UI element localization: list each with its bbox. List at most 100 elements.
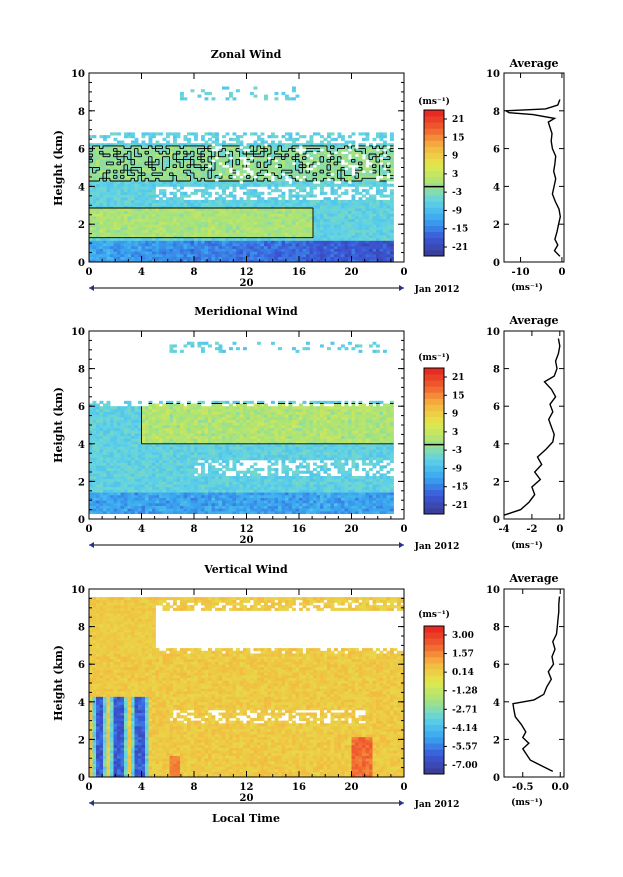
heatmap-cell — [359, 503, 363, 506]
heatmap-cell — [327, 498, 331, 501]
heatmap-cell — [268, 508, 272, 511]
heatmap-cell — [366, 235, 370, 238]
heatmap-cell — [187, 495, 191, 498]
heatmap-cell — [163, 181, 167, 184]
heatmap-cell — [152, 508, 156, 511]
heatmap-cell — [324, 203, 328, 206]
heatmap-cell — [117, 165, 121, 168]
heatmap-cell — [156, 495, 160, 498]
heatmap-cell — [257, 184, 261, 187]
heatmap-cell — [240, 257, 244, 260]
heatmap-cell — [215, 181, 219, 184]
heatmap-cell — [306, 173, 310, 176]
heatmap-cell — [324, 484, 328, 487]
heatmap-cell — [345, 208, 349, 211]
heatmap-cell — [173, 208, 177, 211]
heatmap-cell — [187, 200, 191, 203]
heatmap-cell — [243, 200, 247, 203]
heatmap-cell — [264, 222, 268, 225]
heatmap-cell — [282, 92, 286, 95]
heatmap-cell — [390, 168, 394, 171]
heatmap-cell — [166, 135, 170, 138]
average-profile-line — [506, 100, 560, 257]
heatmap-cell — [219, 246, 223, 249]
heatmap-cell — [208, 511, 212, 514]
heatmap-cell — [177, 243, 181, 246]
heatmap-cell — [310, 138, 314, 141]
heatmap-cell — [359, 222, 363, 225]
heatmap-cell — [292, 495, 296, 498]
heatmap-cell — [387, 222, 391, 225]
heatmap-cell — [303, 495, 307, 498]
heatmap-cell — [261, 211, 265, 214]
heatmap-cell — [261, 489, 265, 492]
colorbar-tick-label: -9 — [452, 206, 462, 216]
heatmap-cell — [278, 168, 282, 171]
heatmap-cell — [93, 500, 97, 503]
heatmap-cell — [324, 511, 328, 514]
heatmap-cell — [324, 216, 328, 219]
heatmap-meridional-wind — [89, 342, 394, 514]
heatmap-cell — [163, 203, 167, 206]
heatmap-cell — [229, 498, 233, 501]
heatmap-cell — [226, 487, 230, 490]
heatmap-cell — [303, 506, 307, 509]
heatmap-cell — [327, 511, 331, 514]
heatmap-cell — [366, 211, 370, 214]
heatmap-cell — [289, 254, 293, 257]
heatmap-cell — [128, 251, 132, 254]
heatmap-cell — [324, 192, 328, 195]
heatmap-cell — [313, 487, 317, 490]
heatmap-cell — [156, 165, 160, 168]
heatmap-cell — [376, 181, 380, 184]
heatmap-cell — [250, 495, 254, 498]
heatmap-cell — [205, 216, 209, 219]
heatmap-cell — [313, 500, 317, 503]
heatmap-cell — [271, 208, 275, 211]
heatmap-cell — [352, 249, 356, 252]
heatmap-cell — [380, 159, 384, 162]
heatmap-cell — [278, 484, 282, 487]
heatmap-cell — [355, 184, 359, 187]
heatmap-cell — [317, 224, 321, 227]
heatmap-cell — [194, 189, 198, 192]
heatmap-cell — [124, 200, 128, 203]
heatmap-cell — [163, 208, 167, 211]
heatmap-cell — [93, 157, 97, 160]
heatmap-cell — [215, 168, 219, 171]
heatmap-cell — [327, 500, 331, 503]
heatmap-cell — [163, 257, 167, 260]
heatmap-cell — [177, 216, 181, 219]
heatmap-cell — [362, 511, 366, 514]
heatmap-cell — [366, 498, 370, 501]
heatmap-cell — [362, 216, 366, 219]
heatmap-cell — [219, 498, 223, 501]
heatmap-cell — [226, 498, 230, 501]
heatmap-cell — [359, 203, 363, 206]
heatmap-cell — [156, 230, 160, 233]
heatmap-cell — [362, 165, 366, 168]
heatmap-cell — [180, 503, 184, 506]
heatmap-cell — [124, 500, 128, 503]
colorbar-segment — [424, 201, 444, 207]
heatmap-cell — [247, 213, 251, 216]
heatmap-cell — [345, 203, 349, 206]
heatmap-cell — [93, 498, 97, 501]
heatmap-cell — [383, 484, 387, 487]
heatmap-cell — [177, 238, 181, 241]
heatmap-cell — [142, 495, 146, 498]
heatmap-cell — [268, 203, 272, 206]
heatmap-cell — [184, 230, 188, 233]
heatmap-cell — [380, 230, 384, 233]
heatmap-cell — [117, 184, 121, 187]
heatmap-cell — [366, 178, 370, 181]
heatmap-cell — [331, 251, 335, 254]
heatmap-cell — [275, 186, 279, 189]
heatmap-cell — [219, 195, 223, 198]
heatmap-cell — [303, 246, 307, 249]
heatmap-cell — [142, 489, 146, 492]
heatmap-cell — [236, 500, 240, 503]
heatmap-cell — [327, 203, 331, 206]
heatmap-cell — [310, 481, 314, 484]
heatmap-cell — [390, 500, 394, 503]
